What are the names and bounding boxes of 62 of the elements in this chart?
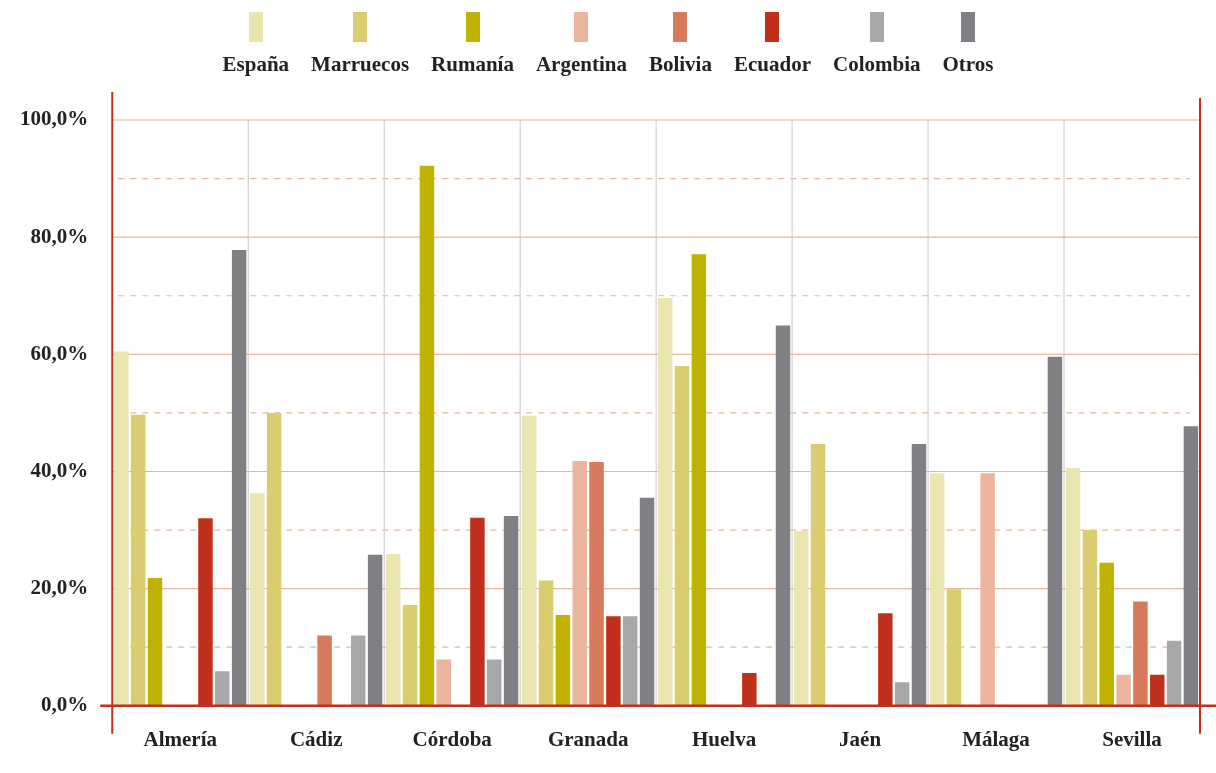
x-tick-label: Almería [143, 726, 218, 751]
legend-label: Colombia [832, 52, 921, 77]
bar [147, 578, 163, 706]
bar [402, 605, 418, 706]
bar [367, 554, 383, 706]
bar [555, 615, 571, 706]
x-tick-label: Sevilla [1102, 726, 1163, 751]
bar [1082, 530, 1098, 706]
bar [1166, 640, 1182, 706]
bar [1047, 356, 1063, 706]
bar [1099, 562, 1115, 706]
bar [250, 493, 265, 706]
legend-label: Argentina [535, 52, 627, 77]
bar [386, 554, 401, 706]
bar [775, 325, 791, 706]
bar [538, 580, 554, 706]
bar [894, 682, 910, 706]
y-tick-label: 100,0% [20, 106, 89, 131]
bar [946, 589, 962, 706]
y-tick-label: 60,0% [30, 340, 89, 365]
x-tick-label: Granada [547, 726, 629, 751]
y-tick-label: 80,0% [30, 223, 89, 248]
bar [1183, 426, 1199, 706]
bar [130, 414, 146, 706]
y-tick-label: 40,0% [30, 457, 89, 482]
bar [622, 616, 638, 706]
bar [691, 254, 707, 706]
x-tick-label: Huelva [692, 726, 757, 751]
bar [1133, 601, 1148, 706]
bar [522, 415, 537, 706]
bar [436, 659, 451, 706]
bar [810, 443, 826, 706]
y-tick-label: 20,0% [30, 575, 89, 600]
bar [589, 462, 604, 706]
legend-label: Marruecos [311, 52, 410, 77]
legend-label: Bolivia [648, 52, 712, 77]
bar [1116, 674, 1131, 706]
bar [215, 671, 230, 706]
legend-label: Rumanía [431, 52, 514, 77]
legend-label: Otros [942, 52, 994, 77]
bar [911, 443, 927, 706]
bar [419, 165, 435, 706]
bar [231, 250, 247, 706]
bar [639, 497, 655, 706]
y-tick-label: 0,0% [41, 692, 89, 717]
legend-label: Ecuador [733, 52, 811, 77]
bar [487, 659, 502, 706]
bar [503, 516, 519, 706]
bar [674, 366, 690, 706]
bar [351, 635, 366, 706]
x-tick-label: Málaga [962, 726, 1031, 751]
bar [1065, 467, 1081, 706]
bar [929, 473, 945, 706]
bar [657, 298, 673, 706]
bar [793, 531, 809, 706]
x-tick-label: Cádiz [289, 726, 343, 751]
x-tick-label: Jaén [839, 726, 882, 751]
bar [114, 351, 129, 706]
x-tick-label: Córdoba [412, 726, 493, 751]
legend-label: España [222, 52, 290, 77]
bar [266, 412, 282, 706]
bar [317, 635, 332, 706]
